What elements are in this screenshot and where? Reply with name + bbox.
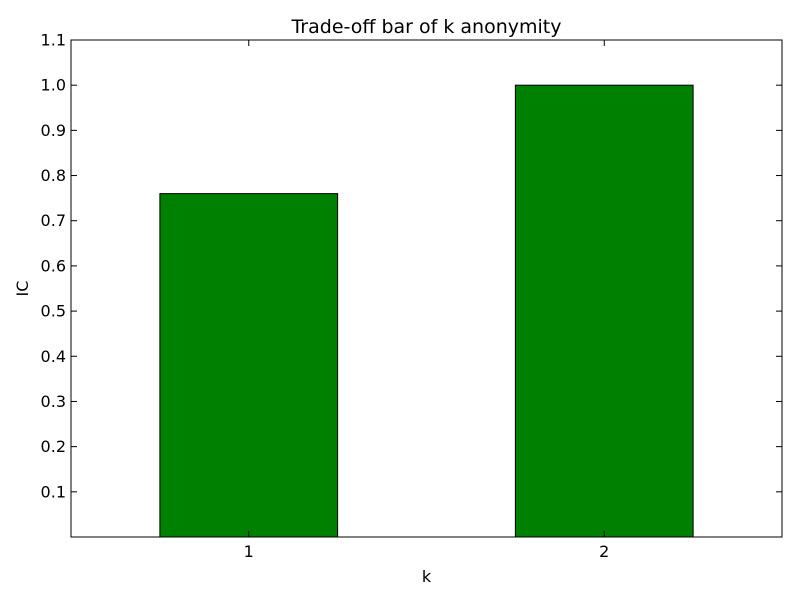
x-tick-label: 1 [244, 542, 254, 561]
y-tick-label: 0.2 [41, 437, 66, 456]
bar-1 [159, 193, 339, 538]
y-ticks: 0.1 0.2 0.3 0.4 0.5 0.6 0.7 0.8 0.9 1.0 1.1 [41, 31, 782, 501]
y-tick-label: 1.0 [41, 76, 66, 95]
bar-2 [514, 84, 694, 538]
x-tick-label: 2 [599, 542, 609, 561]
plot-frame [70, 39, 783, 538]
y-tick-label: 0.8 [41, 166, 66, 185]
y-tick-label: 0.1 [41, 482, 66, 501]
y-tick-label: 0.3 [41, 392, 66, 411]
bars-layer [159, 84, 694, 538]
y-tick-label: 0.9 [41, 121, 66, 140]
y-tick-label: 0.7 [41, 211, 66, 230]
y-tick-label: 0.4 [41, 347, 66, 366]
y-axis-label: IC [13, 281, 32, 297]
x-axis-label: k [422, 567, 432, 586]
chart-title: Trade-off bar of k anonymity [290, 16, 561, 38]
y-tick-label: 0.6 [41, 256, 66, 275]
y-tick-label: 1.1 [41, 31, 66, 50]
y-tick-label: 0.5 [41, 302, 66, 321]
